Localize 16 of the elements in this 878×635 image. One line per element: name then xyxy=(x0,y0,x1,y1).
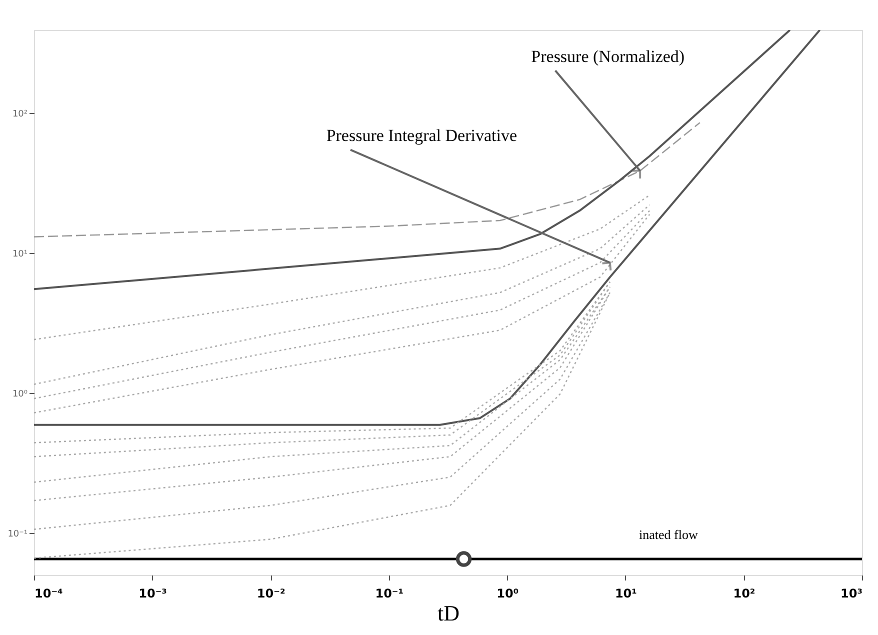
x-tick-label: 10¹ xyxy=(614,586,637,600)
annotation: inated flow xyxy=(639,527,698,542)
x-tick-label: 10⁻³ xyxy=(138,586,167,600)
y-tick-label: 10¹ xyxy=(12,249,28,260)
y-tick-label: 10² xyxy=(12,109,28,120)
y-tick-label: 10⁰ xyxy=(12,389,28,400)
y-tick-label: 10⁻¹ xyxy=(8,529,28,540)
x-tick-label: 10⁻¹ xyxy=(375,586,404,600)
x-tick-label: 10⁰ xyxy=(496,586,519,600)
x-tick-label: 10⁻² xyxy=(256,586,286,600)
x-tick-label: 10³ xyxy=(840,586,862,600)
annotation: Pressure (Normalized) xyxy=(531,46,685,66)
x-tick-label: 10² xyxy=(733,586,756,600)
annotation: Pressure Integral Derivative xyxy=(326,126,518,146)
x-tick-label: 10⁻⁴ xyxy=(34,586,63,600)
x-axis-title: tD xyxy=(438,600,460,626)
